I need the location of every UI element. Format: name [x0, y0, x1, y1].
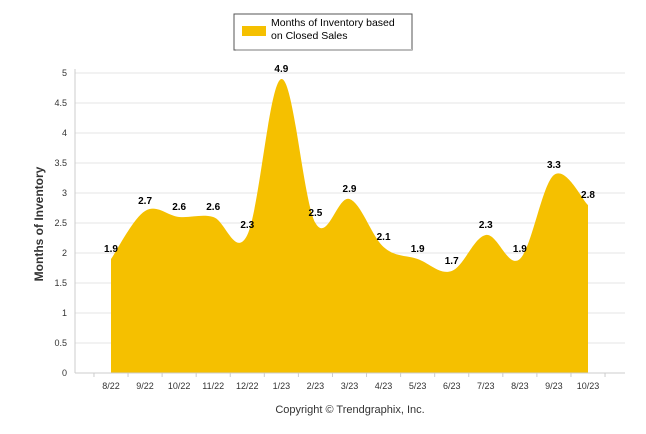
x-tick-label-12: 8/23 [511, 381, 529, 391]
data-label-8: 2.1 [377, 232, 391, 243]
x-tick-label-10: 6/23 [443, 381, 461, 391]
legend: Months of Inventory based on Closed Sale… [233, 13, 413, 51]
data-label-0: 1.9 [104, 244, 118, 255]
data-label-5: 4.9 [274, 64, 288, 75]
data-label-10: 1.7 [445, 256, 459, 267]
x-tick-label-3: 11/22 [202, 381, 224, 391]
x-tick-label-9: 5/23 [409, 381, 427, 391]
data-label-11: 2.3 [479, 220, 493, 231]
data-label-1: 2.7 [138, 196, 152, 207]
data-label-9: 1.9 [411, 244, 425, 255]
legend-label-line-2: on Closed Sales [271, 30, 347, 42]
x-tick-label-13: 9/23 [545, 381, 563, 391]
y-axis-tick-labels: 0 0.5 1 1.5 2 2.5 3 3.5 4 4.5 5 [54, 68, 67, 378]
data-label-14: 2.8 [581, 190, 595, 201]
y-tick-label-7: 3.5 [54, 158, 67, 168]
y-tick-label-0: 0 [62, 368, 67, 378]
y-tick-label-1: 0.5 [54, 338, 67, 348]
legend-shadow [236, 49, 412, 51]
copyright-text: Copyright © Trendgraphix, Inc. [275, 404, 424, 416]
x-tick-label-14: 10/23 [577, 381, 600, 391]
legend-swatch [242, 26, 266, 36]
y-tick-label-2: 1 [62, 308, 67, 318]
x-tick-label-0: 8/22 [102, 381, 120, 391]
y-axis-title: Months of Inventory [32, 166, 46, 281]
x-tick-label-1: 9/22 [136, 381, 154, 391]
x-tick-label-2: 10/22 [168, 381, 191, 391]
legend-label-line-1: Months of Inventory based [271, 17, 395, 29]
y-tick-label-5: 2.5 [54, 218, 67, 228]
data-label-2: 2.6 [172, 202, 186, 213]
y-tick-label-9: 4.5 [54, 98, 67, 108]
data-label-4: 2.3 [240, 220, 254, 231]
x-tick-label-7: 3/23 [341, 381, 359, 391]
data-label-7: 2.9 [343, 184, 357, 195]
data-label-6: 2.5 [308, 208, 322, 219]
y-tick-label-10: 5 [62, 68, 67, 78]
x-tick-label-8: 4/23 [375, 381, 393, 391]
y-tick-label-4: 2 [62, 248, 67, 258]
data-labels: 1.9 2.7 2.6 2.6 2.3 4.9 2.5 2.9 2.1 1.9 1.7 2.3 1.9 3… [104, 64, 595, 267]
x-tick-label-6: 2/23 [307, 381, 325, 391]
data-label-3: 2.6 [206, 202, 220, 213]
axes [74, 69, 625, 377]
data-label-13: 3.3 [547, 160, 561, 171]
x-axis-tick-labels: 8/22 9/22 10/22 11/22 12/22 1/23 2/23 3/23 4/23 5… [102, 381, 599, 391]
y-tick-label-8: 4 [62, 128, 67, 138]
x-tick-label-4: 12/22 [236, 381, 259, 391]
y-tick-label-6: 3 [62, 188, 67, 198]
x-tick-label-11: 7/23 [477, 381, 495, 391]
data-label-12: 1.9 [513, 244, 527, 255]
x-tick-label-5: 1/23 [273, 381, 291, 391]
series-area-months-of-inventory [111, 78, 588, 373]
y-tick-label-3: 1.5 [54, 278, 67, 288]
